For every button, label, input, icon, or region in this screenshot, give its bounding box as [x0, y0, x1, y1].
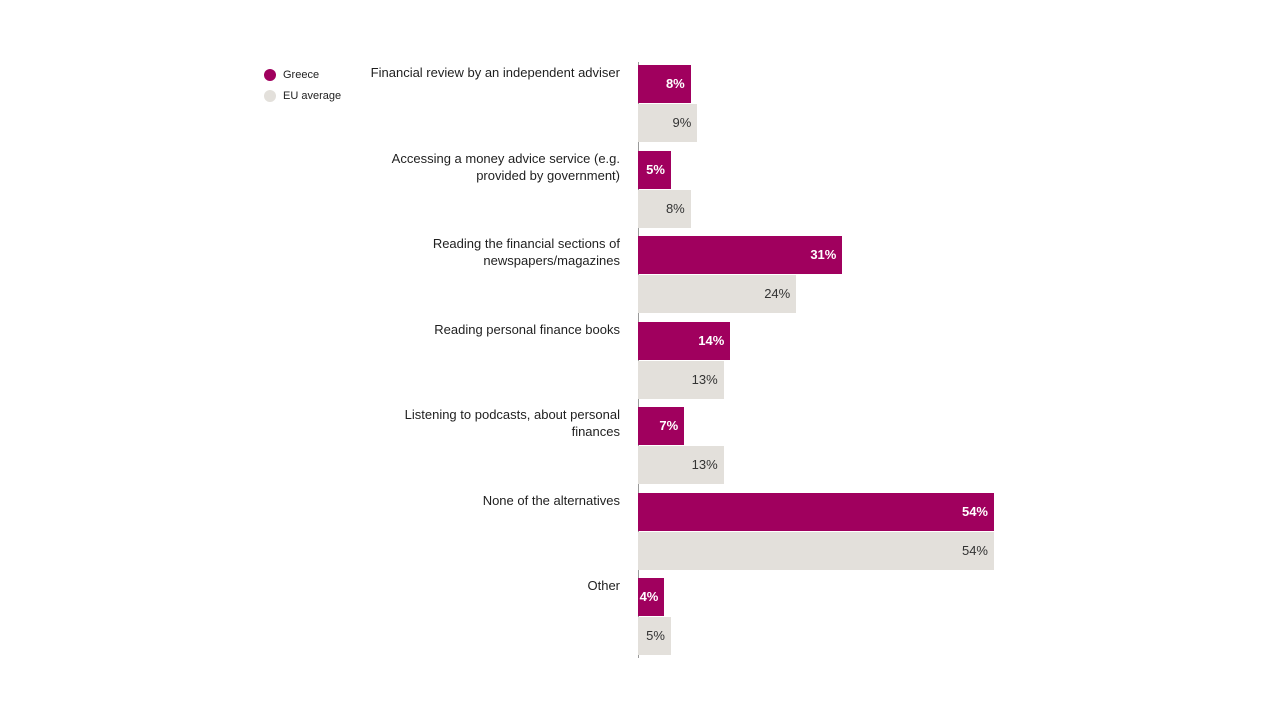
bar-greece: 14%: [638, 321, 731, 360]
bar-value-label: 5%: [646, 628, 665, 643]
bar-eu: 5%: [638, 617, 671, 655]
bar-greece: 4%: [638, 578, 665, 616]
bar-greece: 7%: [638, 407, 685, 445]
bar-greece: 5%: [638, 150, 671, 189]
bar-value-label: 13%: [691, 371, 718, 387]
category-label: Accessing a money advice service (e.g. p…: [391, 150, 620, 183]
category-label: Other: [587, 578, 620, 593]
bar-value-label: 13%: [691, 457, 718, 472]
bar-value-label: 54%: [961, 503, 988, 519]
legend-swatch-eu: [264, 90, 276, 102]
bar-eu: 54%: [638, 531, 994, 570]
bar-eu: 8%: [638, 189, 691, 228]
bar-value-label: 5%: [646, 161, 665, 177]
legend-item-eu: EU average: [264, 89, 341, 103]
y-axis-line: [638, 62, 639, 658]
bar-greece: 8%: [638, 65, 691, 103]
bar-value-label: 9%: [672, 115, 692, 130]
category-label: Financial review by an independent advis…: [370, 65, 620, 80]
bar-value-label: 31%: [810, 247, 837, 262]
bar-eu: 13%: [638, 360, 724, 399]
category-label: Reading the financial sections of newspa…: [432, 236, 620, 268]
category-label: Reading personal finance books: [434, 321, 620, 337]
legend-item-greece: Greece: [264, 68, 341, 82]
bar-eu: 9%: [638, 104, 698, 142]
category-label: Listening to podcasts, about personal fi…: [404, 407, 620, 439]
bar-value-label: 54%: [961, 542, 988, 558]
bar-greece: 54%: [638, 492, 994, 531]
bar-eu: 13%: [638, 446, 724, 484]
bar-value-label: 24%: [764, 286, 791, 301]
bar-value-label: 8%: [665, 76, 685, 91]
legend-swatch-greece: [264, 69, 276, 81]
bar-value-label: 4%: [639, 589, 659, 604]
legend-label-eu: EU average: [283, 90, 342, 102]
legend: Greece EU average: [264, 68, 341, 110]
bar-value-label: 7%: [659, 418, 679, 433]
category-label: None of the alternatives: [482, 492, 620, 508]
legend-label-greece: Greece: [283, 69, 320, 81]
bar-value-label: 14%: [698, 332, 725, 348]
bar-greece: 31%: [638, 236, 843, 274]
bar-value-label: 8%: [665, 200, 685, 216]
bar-eu: 24%: [638, 275, 797, 313]
